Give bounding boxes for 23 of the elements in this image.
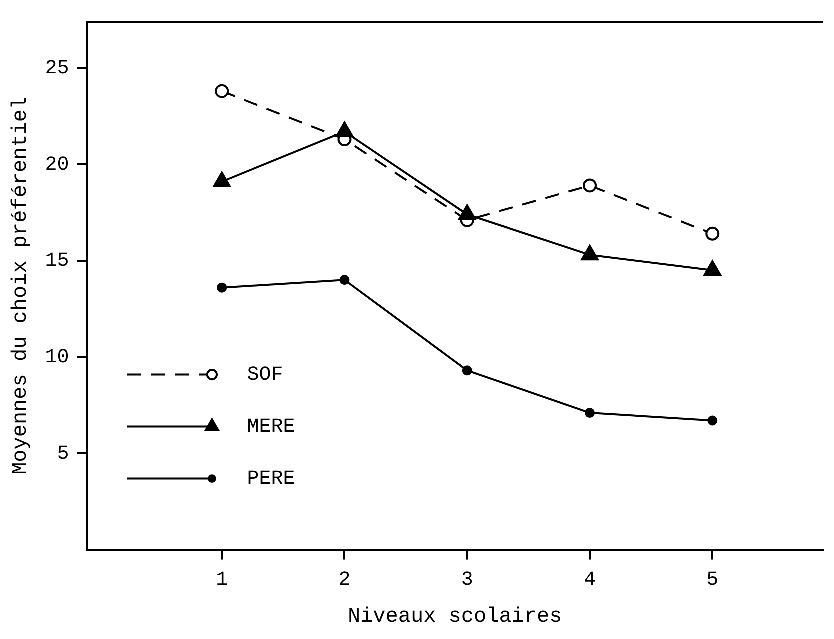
y-tick-label: 10 xyxy=(45,346,70,370)
point xyxy=(462,366,472,376)
y-tick-label: 15 xyxy=(45,250,70,274)
x-tick-label: 3 xyxy=(461,569,474,592)
y-axis-title: Moyennes du choix préférentiel xyxy=(10,96,34,475)
y-tick-label: 5 xyxy=(57,442,70,466)
point xyxy=(215,84,230,98)
y-tick-label: 20 xyxy=(45,154,70,177)
point xyxy=(585,408,595,418)
x-tick-label: 5 xyxy=(706,569,719,592)
point xyxy=(340,275,350,286)
point xyxy=(217,282,228,293)
x-tick-label: 2 xyxy=(338,569,351,592)
x-axis-title: Niveaux scolaires xyxy=(348,606,562,629)
legend-label: PERE xyxy=(247,468,296,492)
x-tick-label: 1 xyxy=(216,569,228,592)
legend-label: SOF xyxy=(247,364,284,388)
point xyxy=(583,178,597,193)
legend-label: MERE xyxy=(247,416,296,440)
x-tick-label: 4 xyxy=(584,569,596,592)
y-tick-label: 25 xyxy=(45,58,70,81)
point xyxy=(708,416,718,426)
point xyxy=(706,226,720,241)
